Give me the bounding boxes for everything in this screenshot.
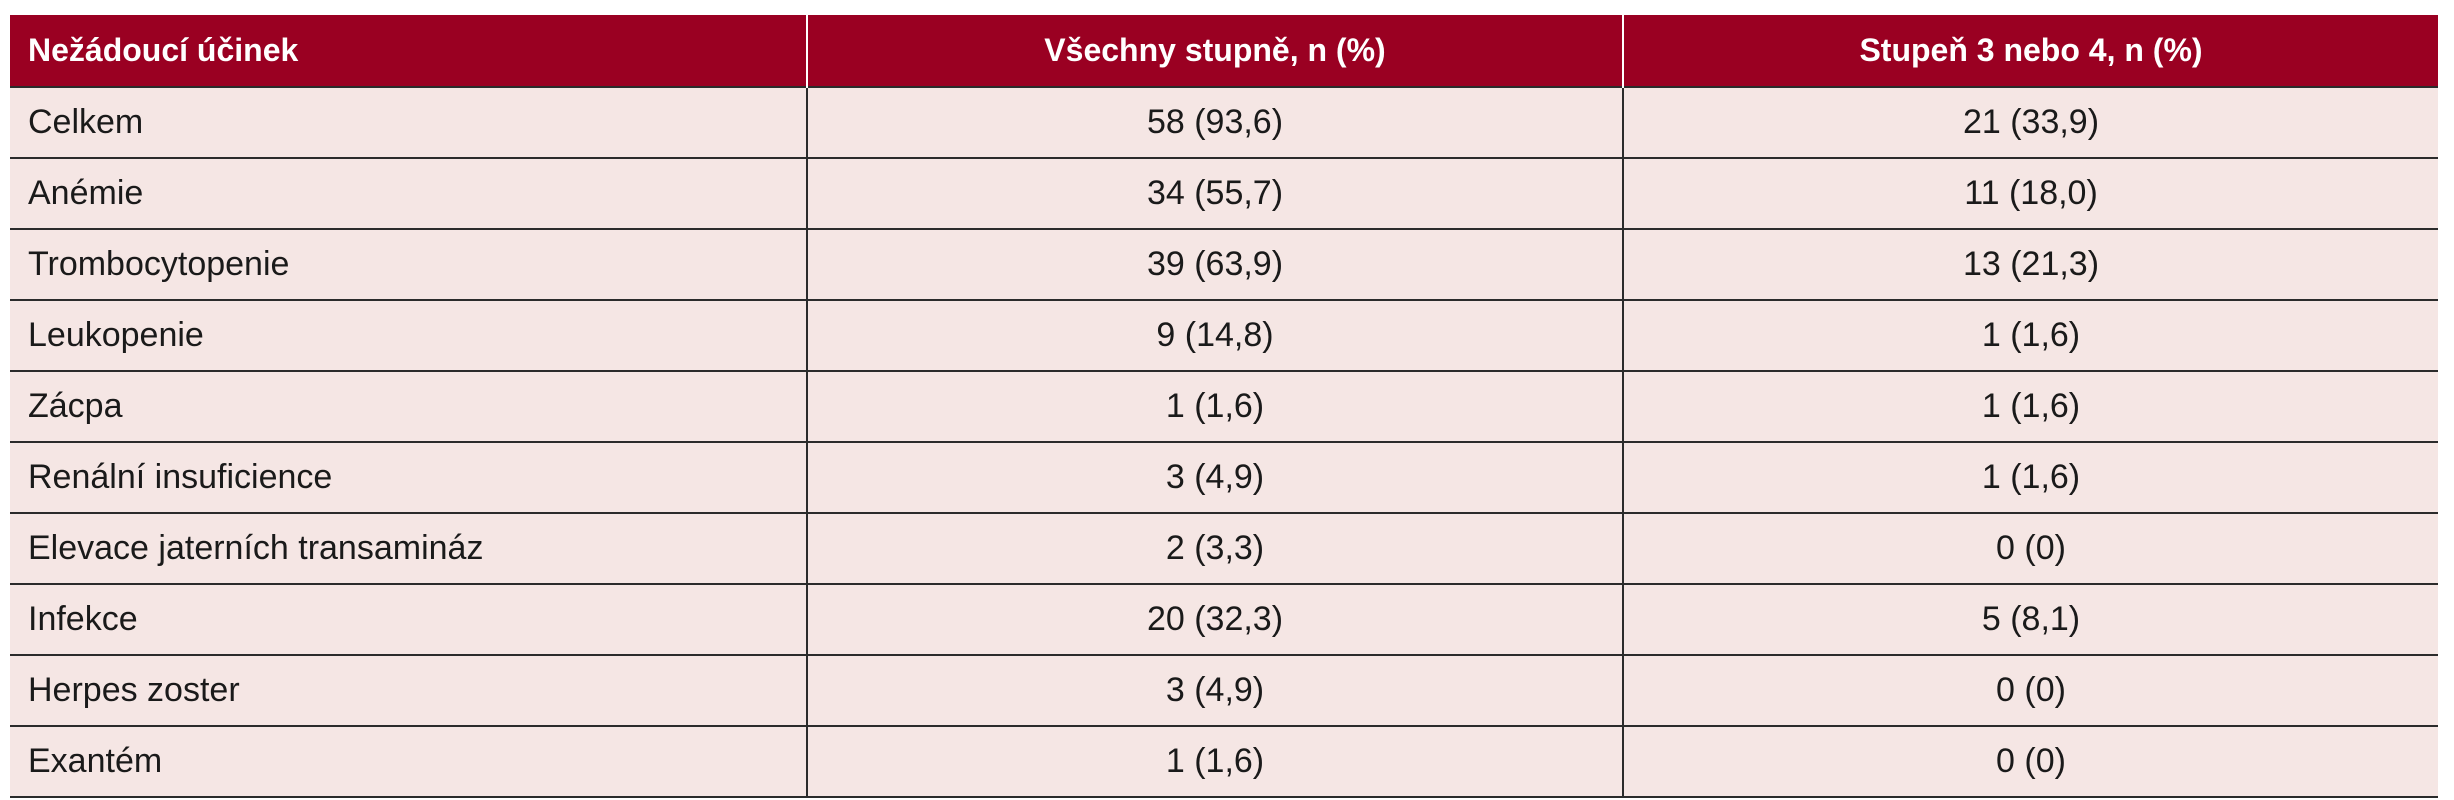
cell-grade-3-4: 11 (18,0) xyxy=(1622,157,2438,229)
cell-adverse-event: Renální insuficience xyxy=(10,441,807,513)
cell-all-grades: 1 (1,6) xyxy=(806,725,1623,798)
cell-grade-3-4: 0 (0) xyxy=(1622,725,2438,798)
cell-grade-3-4: 21 (33,9) xyxy=(1622,86,2438,158)
cell-all-grades: 9 (14,8) xyxy=(806,299,1623,371)
cell-grade-3-4: 1 (1,6) xyxy=(1622,441,2438,513)
header-row: Nežádoucí účinek Všechny stupně, n (%) S… xyxy=(10,15,2438,87)
table-row: Herpes zoster 3 (4,9) 0 (0) xyxy=(10,654,2438,726)
cell-grade-3-4: 0 (0) xyxy=(1622,512,2438,584)
table-row: Leukopenie 9 (14,8) 1 (1,6) xyxy=(10,299,2438,371)
cell-adverse-event: Infekce xyxy=(10,583,807,655)
table-row: Anémie 34 (55,7) 11 (18,0) xyxy=(10,157,2438,229)
header-all-grades: Všechny stupně, n (%) xyxy=(806,15,1623,87)
cell-adverse-event: Leukopenie xyxy=(10,299,807,371)
cell-all-grades: 58 (93,6) xyxy=(806,86,1623,158)
adverse-events-table-container: Nežádoucí účinek Všechny stupně, n (%) S… xyxy=(10,15,2438,798)
cell-grade-3-4: 1 (1,6) xyxy=(1622,370,2438,442)
cell-all-grades: 2 (3,3) xyxy=(806,512,1623,584)
cell-adverse-event: Trombocytopenie xyxy=(10,228,807,300)
cell-all-grades: 39 (63,9) xyxy=(806,228,1623,300)
cell-adverse-event: Celkem xyxy=(10,86,807,158)
table-row: Infekce 20 (32,3) 5 (8,1) xyxy=(10,583,2438,655)
cell-all-grades: 34 (55,7) xyxy=(806,157,1623,229)
cell-adverse-event: Exantém xyxy=(10,725,807,798)
table-row: Zácpa 1 (1,6) 1 (1,6) xyxy=(10,370,2438,442)
cell-grade-3-4: 13 (21,3) xyxy=(1622,228,2438,300)
adverse-events-table: Nežádoucí účinek Všechny stupně, n (%) S… xyxy=(10,15,2438,798)
cell-adverse-event: Anémie xyxy=(10,157,807,229)
cell-adverse-event: Herpes zoster xyxy=(10,654,807,726)
header-adverse-event: Nežádoucí účinek xyxy=(28,32,299,68)
cell-all-grades: 3 (4,9) xyxy=(806,654,1623,726)
cell-adverse-event: Elevace jaterních transamináz xyxy=(10,512,807,584)
table-row: Trombocytopenie 39 (63,9) 13 (21,3) xyxy=(10,228,2438,300)
header-grade-3-4: Stupeň 3 nebo 4, n (%) xyxy=(1622,15,2438,87)
cell-all-grades: 1 (1,6) xyxy=(806,370,1623,442)
table-body: Celkem 58 (93,6) 21 (33,9) Anémie 34 (55… xyxy=(10,86,2438,798)
table-header: Nežádoucí účinek Všechny stupně, n (%) S… xyxy=(10,15,2438,87)
table-row: Celkem 58 (93,6) 21 (33,9) xyxy=(10,86,2438,158)
cell-grade-3-4: 1 (1,6) xyxy=(1622,299,2438,371)
table-row: Exantém 1 (1,6) 0 (0) xyxy=(10,725,2438,798)
cell-all-grades: 20 (32,3) xyxy=(806,583,1623,655)
cell-adverse-event: Zácpa xyxy=(10,370,807,442)
cell-grade-3-4: 5 (8,1) xyxy=(1622,583,2438,655)
table-row: Renální insuficience 3 (4,9) 1 (1,6) xyxy=(10,441,2438,513)
cell-grade-3-4: 0 (0) xyxy=(1622,654,2438,726)
cell-all-grades: 3 (4,9) xyxy=(806,441,1623,513)
table-row: Elevace jaterních transamináz 2 (3,3) 0 … xyxy=(10,512,2438,584)
